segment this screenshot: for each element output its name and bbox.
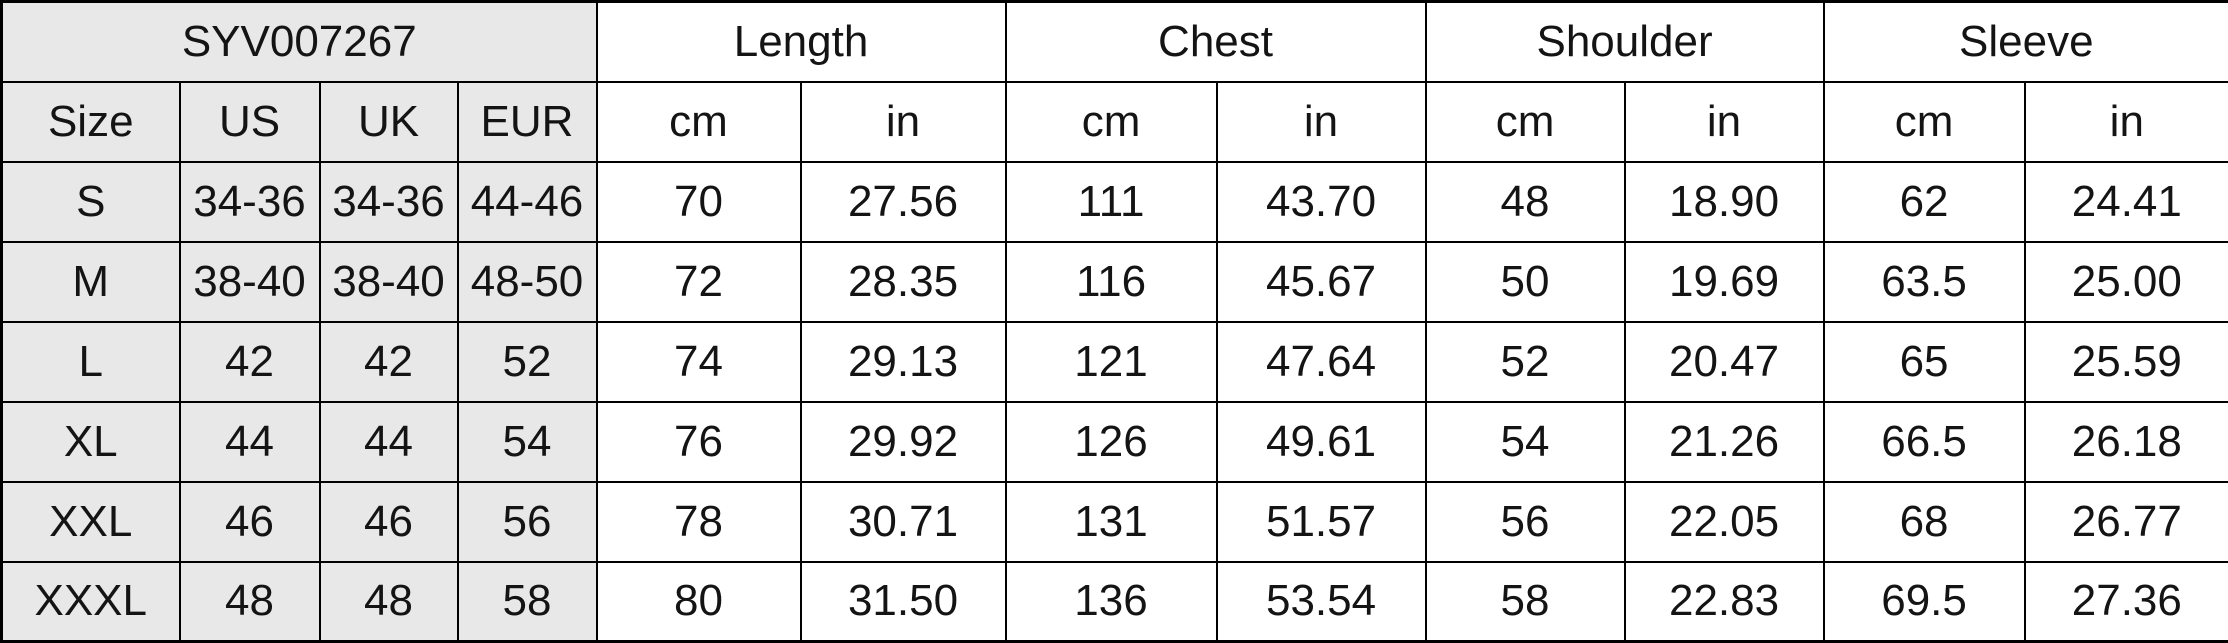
table-cell: 66.5 xyxy=(1822,400,2026,483)
size-column-header: Size xyxy=(0,80,181,163)
table-cell: 31.50 xyxy=(799,560,1007,643)
table-cell: 45.67 xyxy=(1215,240,1427,323)
unit-header-chest-cm: cm xyxy=(1004,80,1218,163)
table-cell: 52 xyxy=(456,320,598,403)
table-cell: 28.35 xyxy=(799,240,1007,323)
size-cell: L xyxy=(0,320,181,403)
table-cell: 26.77 xyxy=(2023,480,2228,563)
unit-header-chest-in: in xyxy=(1215,80,1427,163)
table-cell: 46 xyxy=(318,480,459,563)
table-cell: 25.00 xyxy=(2023,240,2228,323)
group-header-shoulder: Shoulder xyxy=(1424,0,1825,83)
table-cell: 29.13 xyxy=(799,320,1007,403)
unit-header-sleeve-cm: cm xyxy=(1822,80,2026,163)
table-cell: 68 xyxy=(1822,480,2026,563)
header-row-units: Size US UK EUR cm in cm in cm in cm in xyxy=(0,80,2228,163)
table-cell: 50 xyxy=(1424,240,1626,323)
table-cell: 27.36 xyxy=(2023,560,2228,643)
table-cell: 48 xyxy=(178,560,321,643)
table-cell: 52 xyxy=(1424,320,1626,403)
table-row: XXL 46 46 56 78 30.71 131 51.57 56 22.05… xyxy=(0,480,2228,563)
product-code-cell: SYV007267 xyxy=(0,0,598,83)
table-cell: 69.5 xyxy=(1822,560,2026,643)
table-cell: 131 xyxy=(1004,480,1218,563)
size-cell: XXL xyxy=(0,480,181,563)
eur-column-header: EUR xyxy=(456,80,598,163)
table-cell: 34-36 xyxy=(178,160,321,243)
table-cell: 44-46 xyxy=(456,160,598,243)
table-cell: 18.90 xyxy=(1623,160,1825,243)
us-column-header: US xyxy=(178,80,321,163)
table-cell: 44 xyxy=(318,400,459,483)
table-cell: 25.59 xyxy=(2023,320,2228,403)
table-cell: 22.05 xyxy=(1623,480,1825,563)
unit-header-shoulder-in: in xyxy=(1623,80,1825,163)
table-cell: 47.64 xyxy=(1215,320,1427,403)
table-cell: 80 xyxy=(595,560,802,643)
table-cell: 30.71 xyxy=(799,480,1007,563)
table-cell: 54 xyxy=(1424,400,1626,483)
table-cell: 27.56 xyxy=(799,160,1007,243)
table-cell: 56 xyxy=(1424,480,1626,563)
table-cell: 48 xyxy=(1424,160,1626,243)
table-cell: 76 xyxy=(595,400,802,483)
table-cell: 62 xyxy=(1822,160,2026,243)
table-row: XXXL 48 48 58 80 31.50 136 53.54 58 22.8… xyxy=(0,560,2228,643)
table-cell: 54 xyxy=(456,400,598,483)
table-cell: 58 xyxy=(1424,560,1626,643)
table-cell: 48 xyxy=(318,560,459,643)
size-cell: S xyxy=(0,160,181,243)
group-header-length: Length xyxy=(595,0,1007,83)
table-cell: 53.54 xyxy=(1215,560,1427,643)
table-cell: 22.83 xyxy=(1623,560,1825,643)
table-cell: 74 xyxy=(595,320,802,403)
unit-header-length-in: in xyxy=(799,80,1007,163)
table-cell: 43.70 xyxy=(1215,160,1427,243)
table-cell: 126 xyxy=(1004,400,1218,483)
unit-header-length-cm: cm xyxy=(595,80,802,163)
table-cell: 49.61 xyxy=(1215,400,1427,483)
table-cell: 42 xyxy=(178,320,321,403)
table-cell: 38-40 xyxy=(178,240,321,323)
group-header-chest: Chest xyxy=(1004,0,1427,83)
table-cell: 51.57 xyxy=(1215,480,1427,563)
header-row-groups: SYV007267 Length Chest Shoulder Sleeve xyxy=(0,0,2228,83)
table-cell: 21.26 xyxy=(1623,400,1825,483)
table-row: XL 44 44 54 76 29.92 126 49.61 54 21.26 … xyxy=(0,400,2228,483)
table-cell: 121 xyxy=(1004,320,1218,403)
table-cell: 78 xyxy=(595,480,802,563)
table-cell: 58 xyxy=(456,560,598,643)
table-cell: 38-40 xyxy=(318,240,459,323)
size-cell: XL xyxy=(0,400,181,483)
table-cell: 116 xyxy=(1004,240,1218,323)
table-cell: 24.41 xyxy=(2023,160,2228,243)
table-cell: 65 xyxy=(1822,320,2026,403)
table-cell: 48-50 xyxy=(456,240,598,323)
size-cell: XXXL xyxy=(0,560,181,643)
uk-column-header: UK xyxy=(318,80,459,163)
table-cell: 20.47 xyxy=(1623,320,1825,403)
unit-header-shoulder-cm: cm xyxy=(1424,80,1626,163)
table-cell: 72 xyxy=(595,240,802,323)
table-cell: 26.18 xyxy=(2023,400,2228,483)
table-cell: 70 xyxy=(595,160,802,243)
table-cell: 42 xyxy=(318,320,459,403)
table-cell: 44 xyxy=(178,400,321,483)
table-cell: 29.92 xyxy=(799,400,1007,483)
table-cell: 63.5 xyxy=(1822,240,2026,323)
table-row: L 42 42 52 74 29.13 121 47.64 52 20.47 6… xyxy=(0,320,2228,403)
unit-header-sleeve-in: in xyxy=(2023,80,2228,163)
table-cell: 56 xyxy=(456,480,598,563)
size-cell: M xyxy=(0,240,181,323)
table-row: S 34-36 34-36 44-46 70 27.56 111 43.70 4… xyxy=(0,160,2228,243)
table-cell: 136 xyxy=(1004,560,1218,643)
table-cell: 34-36 xyxy=(318,160,459,243)
table-row: M 38-40 38-40 48-50 72 28.35 116 45.67 5… xyxy=(0,240,2228,323)
group-header-sleeve: Sleeve xyxy=(1822,0,2228,83)
table-cell: 19.69 xyxy=(1623,240,1825,323)
table-cell: 111 xyxy=(1004,160,1218,243)
table-cell: 46 xyxy=(178,480,321,563)
